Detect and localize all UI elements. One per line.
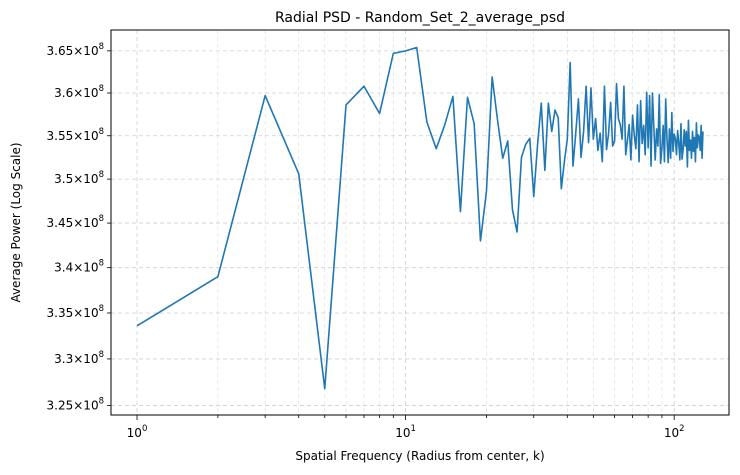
y-tick-label: 3.55×108: [47, 127, 104, 143]
y-tick-label: 3.35×108: [47, 304, 104, 320]
y-axis-label: Average Power (Log Scale): [9, 142, 23, 302]
y-axis-ticks: 3.25×108 3.3×108 3.35×108 3.4×108 3.45×108 3.…: [47, 42, 111, 413]
series-line: [136, 46, 704, 390]
y-tick-label: 3.6×108: [54, 84, 104, 100]
chart-title: Radial PSD - Random_Set_2_average_psd: [275, 10, 565, 26]
plot-area: [136, 46, 704, 390]
x-axis-label: Spatial Frequency (Radius from center, k…: [295, 449, 544, 463]
x-axis-ticks: 100 101 102: [127, 415, 685, 440]
grid: [111, 30, 729, 415]
axes-frame: [110, 29, 730, 416]
x-tick-label: 100: [127, 424, 148, 440]
x-tick-label: 101: [395, 424, 416, 440]
y-tick-label: 3.65×108: [47, 42, 104, 58]
y-tick-label: 3.5×108: [54, 170, 104, 186]
y-tick-label: 3.45×108: [47, 214, 104, 230]
y-tick-label: 3.4×108: [54, 259, 104, 275]
x-tick-label: 102: [664, 424, 685, 440]
y-tick-label: 3.3×108: [54, 350, 104, 366]
y-tick-label: 3.25×108: [47, 397, 104, 413]
